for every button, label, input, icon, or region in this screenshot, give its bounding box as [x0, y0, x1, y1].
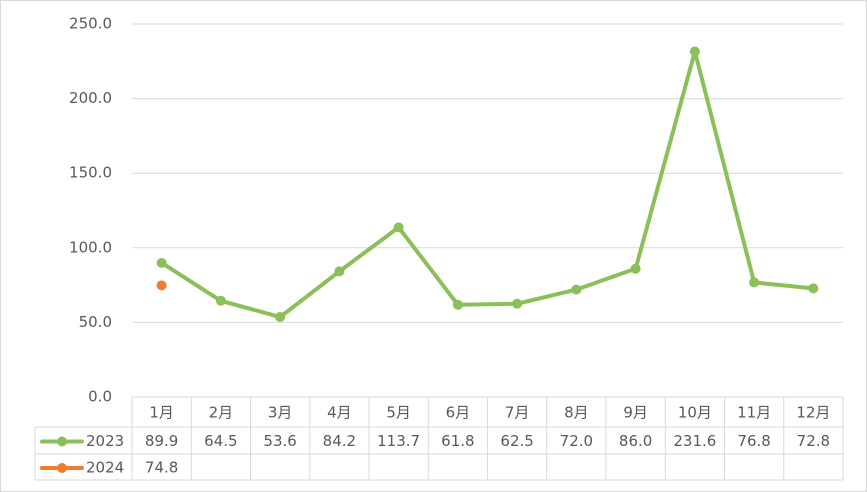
table-value: 113.7: [377, 432, 420, 450]
data-point: [156, 280, 167, 291]
legend-marker: [57, 463, 67, 473]
x-tick-label: 4月: [327, 404, 352, 422]
x-tick-label: 5月: [386, 404, 411, 422]
data-point: [808, 283, 819, 294]
legend-label: 2023: [86, 432, 124, 450]
data-point: [393, 222, 404, 233]
y-tick-label: 150.0: [69, 164, 112, 182]
x-tick-label: 6月: [446, 404, 471, 422]
table-value: 62.5: [500, 432, 533, 450]
x-tick-label: 9月: [623, 404, 648, 422]
data-point: [689, 46, 700, 57]
x-tick-label: 2月: [209, 404, 234, 422]
y-tick-label: 100.0: [69, 238, 112, 256]
y-tick-label: 50.0: [79, 313, 112, 331]
x-tick-label: 1月: [149, 404, 174, 422]
table-value: 84.2: [323, 432, 356, 450]
series-line: [160, 49, 814, 320]
data-point: [630, 263, 641, 274]
x-tick-label: 3月: [268, 404, 293, 422]
x-tick-label: 8月: [564, 404, 589, 422]
table-value: 72.0: [560, 432, 593, 450]
table-value: 74.8: [145, 459, 178, 477]
table-value: 72.8: [797, 432, 830, 450]
table-value: 64.5: [204, 432, 237, 450]
table-value: 61.8: [441, 432, 474, 450]
table-value: 53.6: [263, 432, 296, 450]
x-tick-label: 12月: [796, 404, 830, 422]
y-tick-label: 0.0: [88, 388, 112, 406]
data-point: [452, 299, 463, 310]
data-point: [275, 312, 286, 323]
table-value: 231.6: [673, 432, 716, 450]
table-value: 76.8: [737, 432, 770, 450]
data-point: [215, 295, 226, 306]
legend-marker: [57, 436, 67, 447]
legend-label: 2024: [86, 459, 124, 477]
data-point: [334, 266, 345, 277]
x-tick-label: 11月: [737, 404, 771, 422]
data-point: [156, 257, 167, 268]
data-point: [749, 277, 760, 288]
table-value: 86.0: [619, 432, 652, 450]
x-tick-label: 7月: [505, 404, 530, 422]
data-point: [512, 298, 523, 309]
data-point: [571, 284, 582, 295]
y-tick-label: 250.0: [69, 15, 112, 33]
table-value: 89.9: [145, 432, 178, 450]
y-tick-label: 200.0: [69, 89, 112, 107]
x-tick-label: 10月: [678, 404, 712, 422]
